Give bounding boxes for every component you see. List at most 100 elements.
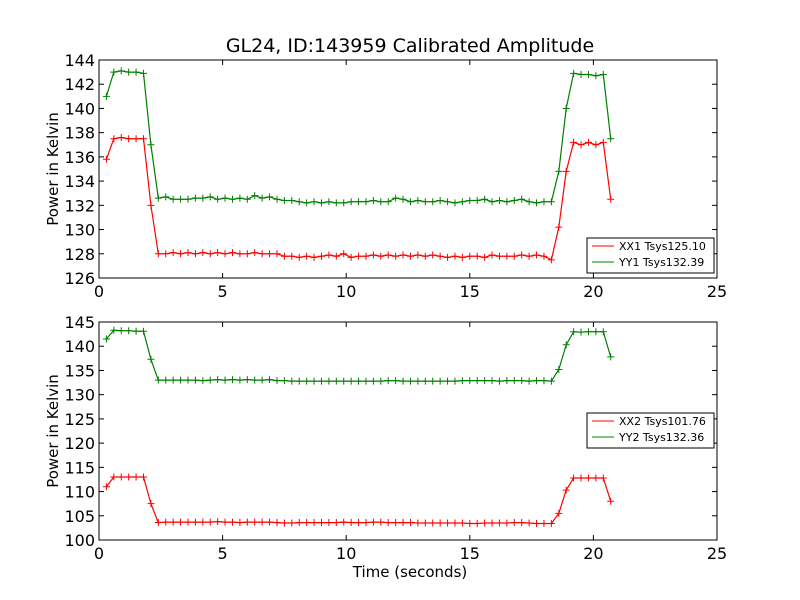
- data-point: [577, 474, 585, 482]
- data-point: [154, 376, 162, 384]
- data-point: [533, 520, 541, 528]
- top-chart-axes-frame: [98, 59, 718, 279]
- data-point: [503, 519, 511, 527]
- y-tick-label: 130: [64, 221, 95, 240]
- data-point: [110, 135, 118, 143]
- data-point: [191, 376, 199, 384]
- data-point: [547, 256, 555, 264]
- data-point: [162, 518, 170, 526]
- data-point: [355, 519, 363, 527]
- data-point: [473, 520, 481, 528]
- data-point: [191, 250, 199, 258]
- data-point: [525, 252, 533, 260]
- data-point: [495, 519, 503, 527]
- data-point: [421, 377, 429, 385]
- data-point: [332, 519, 340, 527]
- data-point: [429, 251, 437, 259]
- data-point: [599, 474, 607, 482]
- data-point: [325, 519, 333, 527]
- data-point: [347, 198, 355, 206]
- data-point: [273, 195, 281, 203]
- data-point: [258, 376, 266, 384]
- data-point: [347, 377, 355, 385]
- x-tick-label: 10: [336, 282, 356, 301]
- y-tick-label: 128: [64, 245, 95, 264]
- data-point: [102, 92, 110, 100]
- data-point: [518, 377, 526, 385]
- data-point: [362, 198, 370, 206]
- data-point: [221, 250, 229, 258]
- y-tick-label: 130: [64, 386, 95, 405]
- data-point: [584, 71, 592, 79]
- data-point: [481, 519, 489, 527]
- data-point: [139, 327, 147, 335]
- data-point: [206, 193, 214, 201]
- data-point: [488, 198, 496, 206]
- data-point: [310, 519, 318, 527]
- data-point: [147, 141, 155, 149]
- data-point: [117, 327, 125, 335]
- y-tick-label: 138: [64, 124, 95, 143]
- bottom-chart-ticks: 0 5 10 15 20 25 100 105 110 115 120 125 130 135 140 145: [64, 313, 727, 563]
- y-tick-label: 100: [64, 531, 95, 550]
- data-point: [592, 474, 600, 482]
- data-point: [162, 250, 170, 258]
- data-point: [295, 519, 303, 527]
- data-point: [414, 251, 422, 259]
- data-point: [577, 71, 585, 79]
- data-point: [288, 252, 296, 260]
- data-point: [303, 519, 311, 527]
- data-point: [421, 519, 429, 527]
- data-point: [533, 199, 541, 207]
- data-point: [562, 486, 570, 494]
- data-point: [251, 192, 259, 200]
- data-point: [495, 252, 503, 260]
- data-point: [466, 520, 474, 528]
- data-point: [473, 252, 481, 260]
- data-point: [310, 198, 318, 206]
- data-point: [236, 250, 244, 258]
- data-point: [414, 377, 422, 385]
- data-point: [384, 519, 392, 527]
- top-chart-ylabel: Power in Kelvin: [44, 112, 62, 226]
- top-chart-plot: [102, 67, 615, 264]
- data-point: [355, 377, 363, 385]
- data-point: [199, 194, 207, 202]
- data-point: [295, 377, 303, 385]
- data-point: [406, 519, 414, 527]
- x-tick-label: 15: [460, 282, 480, 301]
- data-point: [377, 252, 385, 260]
- data-point: [125, 135, 133, 143]
- data-point: [125, 327, 133, 335]
- data-point: [466, 252, 474, 260]
- data-point: [191, 518, 199, 526]
- y-tick-label: 134: [64, 172, 95, 191]
- bottom-chart-axes-frame: [98, 321, 718, 541]
- data-point: [570, 474, 578, 482]
- data-point: [206, 518, 214, 526]
- data-point: [488, 519, 496, 527]
- data-point: [184, 518, 192, 526]
- data-point: [110, 326, 118, 334]
- data-point: [495, 196, 503, 204]
- data-point: [303, 252, 311, 260]
- data-point: [562, 341, 570, 349]
- bottom-chart-ylabel: Power in Kelvin: [44, 374, 62, 488]
- data-point: [325, 377, 333, 385]
- data-point: [110, 473, 118, 481]
- data-point: [280, 377, 288, 385]
- data-point: [436, 196, 444, 204]
- data-point: [199, 518, 207, 526]
- data-point: [288, 377, 296, 385]
- data-point: [555, 509, 563, 517]
- data-point: [347, 519, 355, 527]
- legend-label-xx2: XX2 Tsys101.76: [619, 415, 706, 428]
- data-point: [340, 377, 348, 385]
- data-point: [392, 377, 400, 385]
- data-point: [132, 327, 140, 335]
- data-point: [406, 252, 414, 260]
- data-point: [399, 195, 407, 203]
- data-point: [510, 377, 518, 385]
- data-point: [288, 519, 296, 527]
- data-point: [117, 67, 125, 75]
